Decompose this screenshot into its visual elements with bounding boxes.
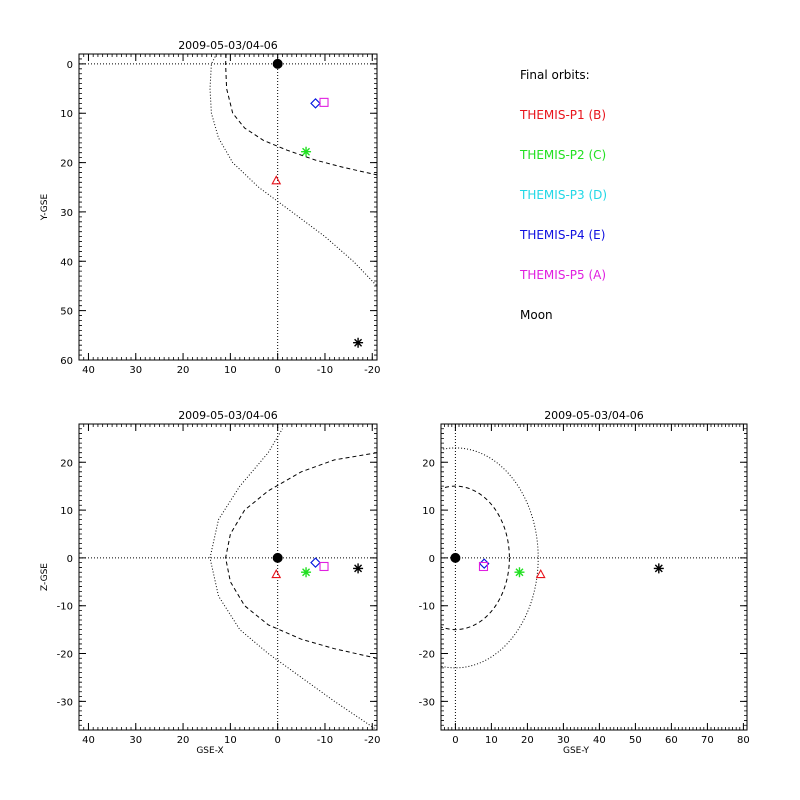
plot-title: 2009-05-03/04-06 (178, 39, 278, 52)
point-themis-p4-e (310, 557, 321, 568)
magnetopause-curve (225, 452, 377, 659)
x-tick-label: 30 (129, 365, 142, 376)
point-themis-p1-b (271, 175, 282, 185)
x-tick-label: -20 (364, 365, 380, 376)
legend-item-themis-p2: THEMIS-P2 (C) (520, 148, 607, 162)
minor-ticks (78, 53, 378, 361)
x-tick-label: 30 (557, 735, 570, 746)
y-tick-label: 0 (67, 554, 73, 565)
y-tick-label: 10 (60, 109, 73, 120)
plot-title: 2009-05-03/04-06 (544, 409, 644, 422)
point-themis-p4-e (310, 98, 321, 109)
x-tick-label: 20 (521, 735, 534, 746)
y-tick-label: -10 (419, 602, 435, 613)
legend-item-themis-p3: THEMIS-P3 (D) (520, 188, 608, 202)
x-tick-label: 40 (593, 735, 606, 746)
point-themis-p2-c (301, 146, 312, 157)
earth-marker (272, 552, 283, 563)
y-tick-label: 20 (422, 458, 435, 469)
point-moon (353, 563, 364, 574)
x-tick-label: 60 (665, 735, 678, 746)
plot-title: 2009-05-03/04-06 (178, 409, 278, 422)
y-tick-label: 10 (422, 506, 435, 517)
point-moon (653, 563, 664, 574)
y-tick-label: 20 (60, 458, 73, 469)
x-tick-label: 10 (224, 365, 237, 376)
minor-ticks (78, 423, 378, 731)
plot-panel-2: 2009-05-03/04-06 40 30 20 10 0 -10 -20 20 10 0 -10 -… (40, 409, 380, 756)
x-tick-label: 50 (629, 735, 642, 746)
x-tick-label: 30 (129, 735, 142, 746)
plot-frame (78, 423, 378, 731)
x-axis-label: GSE-X (196, 746, 223, 756)
y-tick-label: -20 (419, 650, 435, 661)
bow-shock-curve (209, 428, 377, 730)
bow-shock-curve (209, 54, 377, 287)
x-tick-label: 20 (177, 735, 190, 746)
y-tick-label: 30 (60, 208, 73, 219)
y-tick-label: 50 (60, 307, 73, 318)
x-tick-label: 0 (274, 735, 280, 746)
legend-item-moon: Moon (520, 308, 553, 322)
y-tick-label: 0 (429, 554, 435, 565)
y-tick-label: -30 (419, 697, 435, 708)
legend-title: Final orbits: (520, 68, 590, 82)
plot-area (79, 424, 377, 730)
earth-marker (272, 58, 283, 69)
plot-area (79, 54, 377, 360)
x-tick-label: -10 (317, 365, 333, 376)
x-tick-label: 0 (452, 735, 458, 746)
point-moon (353, 337, 364, 348)
plot-frame (78, 53, 378, 361)
x-tick-label: 40 (82, 735, 95, 746)
y-tick-label: 40 (60, 257, 73, 268)
magnetopause-curve (441, 485, 510, 631)
point-themis-p1-b (535, 568, 546, 579)
point-themis-p5-a (319, 97, 329, 107)
y-tick-label: 20 (60, 159, 73, 170)
x-tick-label: -20 (364, 735, 380, 746)
magnetopause-curve (225, 54, 377, 176)
point-themis-p3-d (310, 98, 321, 109)
x-tick-label: 0 (274, 365, 280, 376)
y-axis-label: Z-GSE (40, 563, 50, 591)
legend-item-themis-p4: THEMIS-P4 (E) (520, 228, 606, 242)
y-tick-label: -10 (57, 602, 73, 613)
x-tick-label: -10 (317, 735, 333, 746)
x-tick-label: 20 (177, 365, 190, 376)
point-themis-p2-c (514, 567, 525, 578)
point-themis-p2-c (301, 567, 312, 578)
point-themis-p5-a (319, 561, 329, 572)
legend-item-themis-p1: THEMIS-P1 (B) (520, 108, 607, 122)
plot-area (441, 424, 747, 730)
y-axis-label: Y-GSE (40, 194, 50, 222)
legend-item-themis-p5: THEMIS-P5 (A) (520, 268, 607, 282)
y-tick-label: 60 (60, 356, 73, 367)
point-themis-p3-d (310, 557, 321, 568)
minor-ticks (440, 423, 748, 731)
y-tick-label: -20 (57, 650, 73, 661)
y-tick-label: 0 (67, 60, 73, 71)
plot-panel-1: 2009-05-03/04-06 40 30 20 10 0 -10 -20 0 10 20 30 40… (40, 39, 380, 376)
x-tick-label: 70 (701, 735, 714, 746)
x-tick-label: 80 (737, 735, 750, 746)
x-tick-label: 10 (485, 735, 498, 746)
x-tick-label: 40 (82, 365, 95, 376)
earth-marker (450, 552, 461, 563)
point-themis-p1-b (271, 568, 282, 579)
plot-panel-3: 2009-05-03/04-06 0 10 20 30 40 50 60 70 80 20 10 0 -1… (419, 409, 750, 756)
x-tick-label: 10 (224, 735, 237, 746)
plot-frame (440, 423, 748, 731)
y-tick-label: -30 (57, 697, 73, 708)
bow-shock-curve (441, 447, 539, 669)
y-tick-label: 10 (60, 506, 73, 517)
x-axis-label: GSE-Y (563, 746, 590, 756)
point-themis-p5-a (478, 561, 489, 572)
